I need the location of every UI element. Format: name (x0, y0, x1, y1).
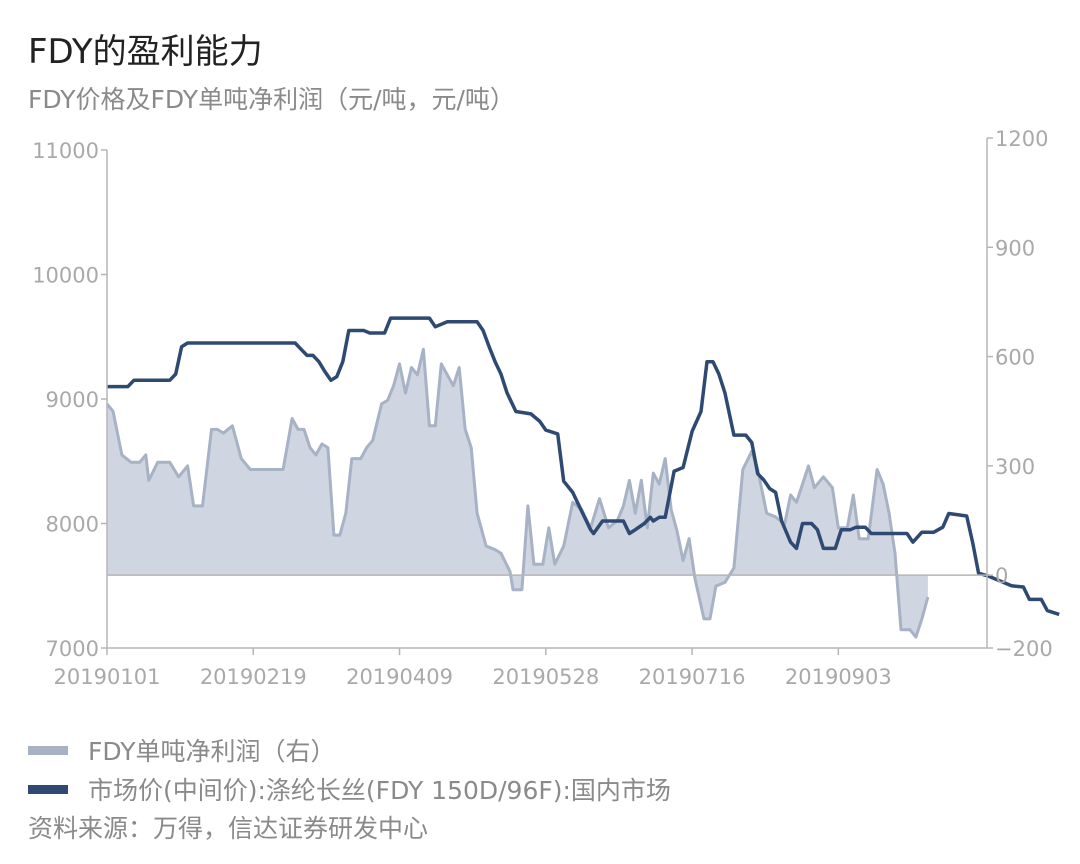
left-tick-label: 10000 (32, 264, 99, 288)
x-tick-label: 20190101 (54, 665, 161, 689)
right-tick-label: 600 (995, 346, 1035, 370)
legend-item-profit: FDY单吨净利润（右） (28, 732, 336, 768)
left-tick-label: 8000 (46, 513, 99, 537)
x-tick-label: 20190528 (492, 665, 599, 689)
right-tick-label: −200 (995, 637, 1053, 661)
legend-swatch-price (28, 784, 68, 794)
legend-label-price: 市场价(中间价):涤纶长丝(FDY 150D/96F):国内市场 (88, 776, 671, 805)
right-tick-label: 0 (995, 564, 1008, 588)
series-price-line (107, 316, 1060, 617)
legend-label-profit: FDY单吨净利润（右） (88, 737, 336, 766)
left-tick-label: 11000 (32, 139, 99, 163)
source-note: 资料来源：万得，信达证券研发中心 (28, 814, 429, 843)
left-tick-label: 9000 (46, 388, 99, 412)
series-profit-area (107, 349, 928, 638)
x-tick-label: 20190903 (785, 665, 892, 689)
x-tick-label: 20190219 (200, 665, 307, 689)
chart-subtitle: FDY价格及FDY单吨净利润（元/吨，元/吨） (28, 85, 515, 114)
series-profit-line (105, 347, 930, 639)
chart-title: FDY的盈利能力 (28, 32, 263, 72)
right-tick-label: 1200 (995, 127, 1048, 151)
x-tick-label: 20190409 (346, 665, 453, 689)
legend-item-price: 市场价(中间价):涤纶长丝(FDY 150D/96F):国内市场 (28, 771, 671, 807)
left-tick-label: 7000 (46, 637, 99, 661)
right-tick-label: 900 (995, 236, 1035, 260)
right-tick-label: 300 (995, 455, 1035, 479)
x-tick-label: 20190716 (639, 665, 746, 689)
legend-swatch-profit (28, 745, 68, 755)
